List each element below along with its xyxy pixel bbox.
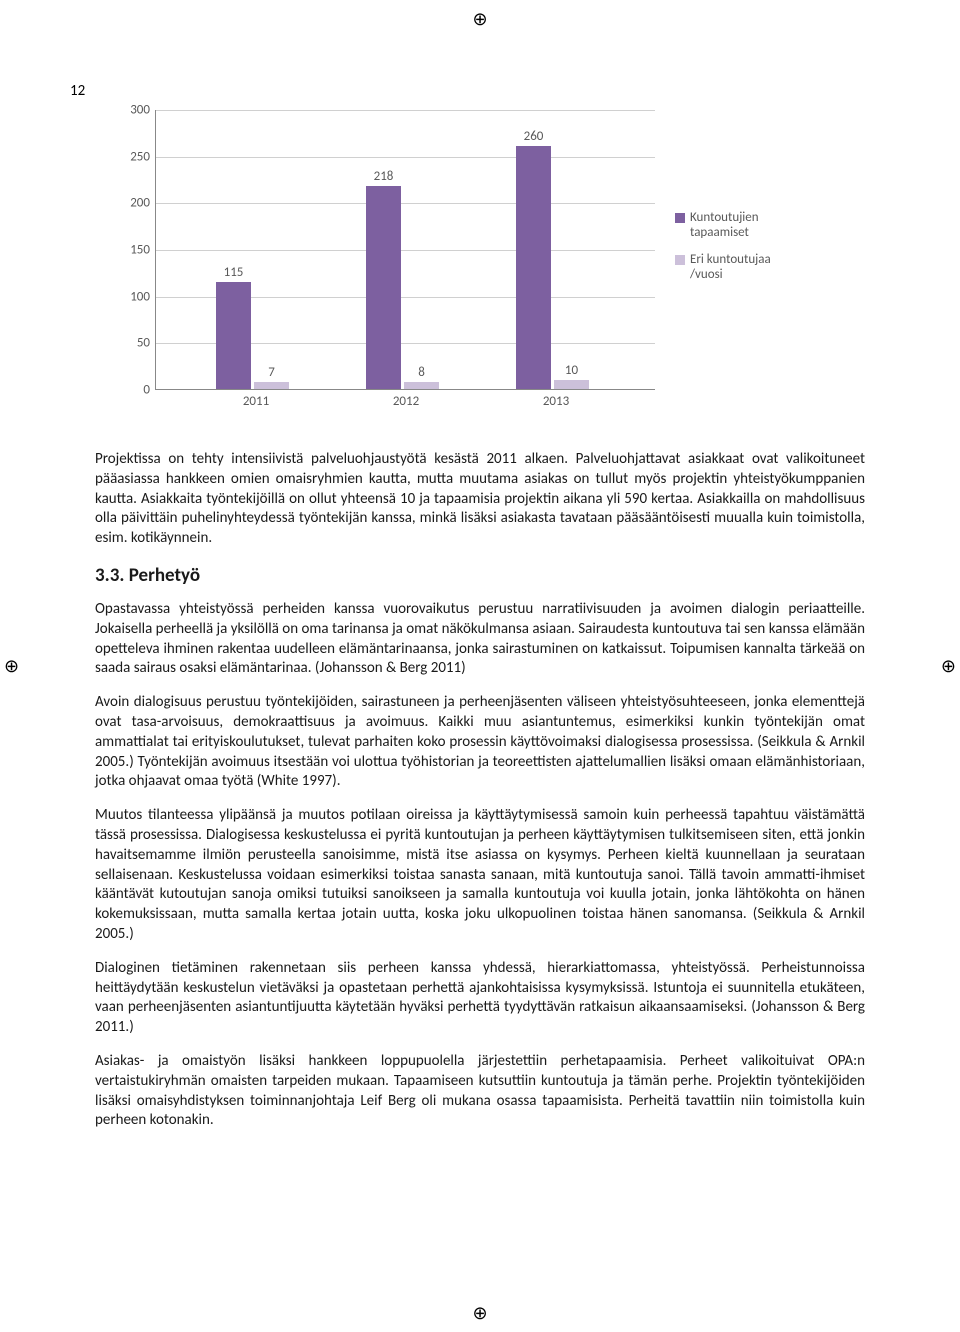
registration-mark-left: ⊕ [4, 655, 19, 677]
paragraph-1: Projektissa on tehty intensiivistä palve… [95, 450, 865, 549]
legend-item: Kuntoutujien tapaamiset [675, 210, 800, 240]
bar-value-label: 115 [216, 265, 251, 282]
page-number: 12 [70, 82, 85, 100]
legend-label: Kuntoutujien tapaamiset [690, 210, 800, 240]
paragraph-3: Avoin dialogisuus perustuu työntekijöide… [95, 693, 865, 792]
paragraph-6: Asiakas- ja omaistyön lisäksi hankkeen l… [95, 1052, 865, 1131]
x-tick-label: 2011 [243, 389, 269, 409]
registration-mark-right: ⊕ [941, 655, 956, 677]
chart-plot-area: 0501001502002503001157201121882012260102… [155, 110, 655, 390]
registration-mark-top: ⊕ [472, 8, 487, 30]
bar-value-label: 260 [516, 129, 551, 146]
x-tick-label: 2012 [393, 389, 419, 409]
body-text: Projektissa on tehty intensiivistä palve… [95, 450, 865, 1145]
paragraph-4: Muutos tilanteessa ylipäänsä ja muutos p… [95, 806, 865, 945]
paragraph-2: Opastavassa yhteistyössä perheiden kanss… [95, 600, 865, 679]
y-tick-label: 50 [137, 336, 156, 351]
chart-bar: 115 [216, 282, 251, 389]
y-tick-label: 150 [130, 243, 156, 258]
chart-bar: 260 [516, 146, 551, 389]
legend-swatch [675, 255, 685, 265]
y-tick-label: 200 [130, 196, 156, 211]
chart-bar: 10 [554, 380, 589, 389]
chart-legend: Kuntoutujien tapaamiset Eri kuntoutujaa /… [675, 210, 800, 294]
y-tick-label: 300 [130, 103, 156, 118]
y-tick-label: 0 [143, 383, 156, 398]
y-tick-label: 250 [130, 149, 156, 164]
bar-value-label: 7 [254, 365, 289, 382]
bar-value-label: 218 [366, 169, 401, 186]
legend-item: Eri kuntoutujaa /vuosi [675, 252, 800, 282]
chart-bar: 8 [404, 382, 439, 389]
section-heading: 3.3. Perhetyö [95, 563, 865, 588]
legend-label: Eri kuntoutujaa /vuosi [690, 252, 800, 282]
paragraph-5: Dialoginen tietäminen rakennetaan siis p… [95, 959, 865, 1038]
x-tick-label: 2013 [543, 389, 569, 409]
chart-bar: 218 [366, 186, 401, 389]
bar-value-label: 10 [554, 363, 589, 380]
bar-chart: 0501001502002503001157201121882012260102… [95, 100, 865, 430]
y-tick-label: 100 [130, 289, 156, 304]
registration-mark-bottom: ⊕ [472, 1302, 487, 1324]
legend-swatch [675, 213, 685, 223]
bar-value-label: 8 [404, 365, 439, 382]
